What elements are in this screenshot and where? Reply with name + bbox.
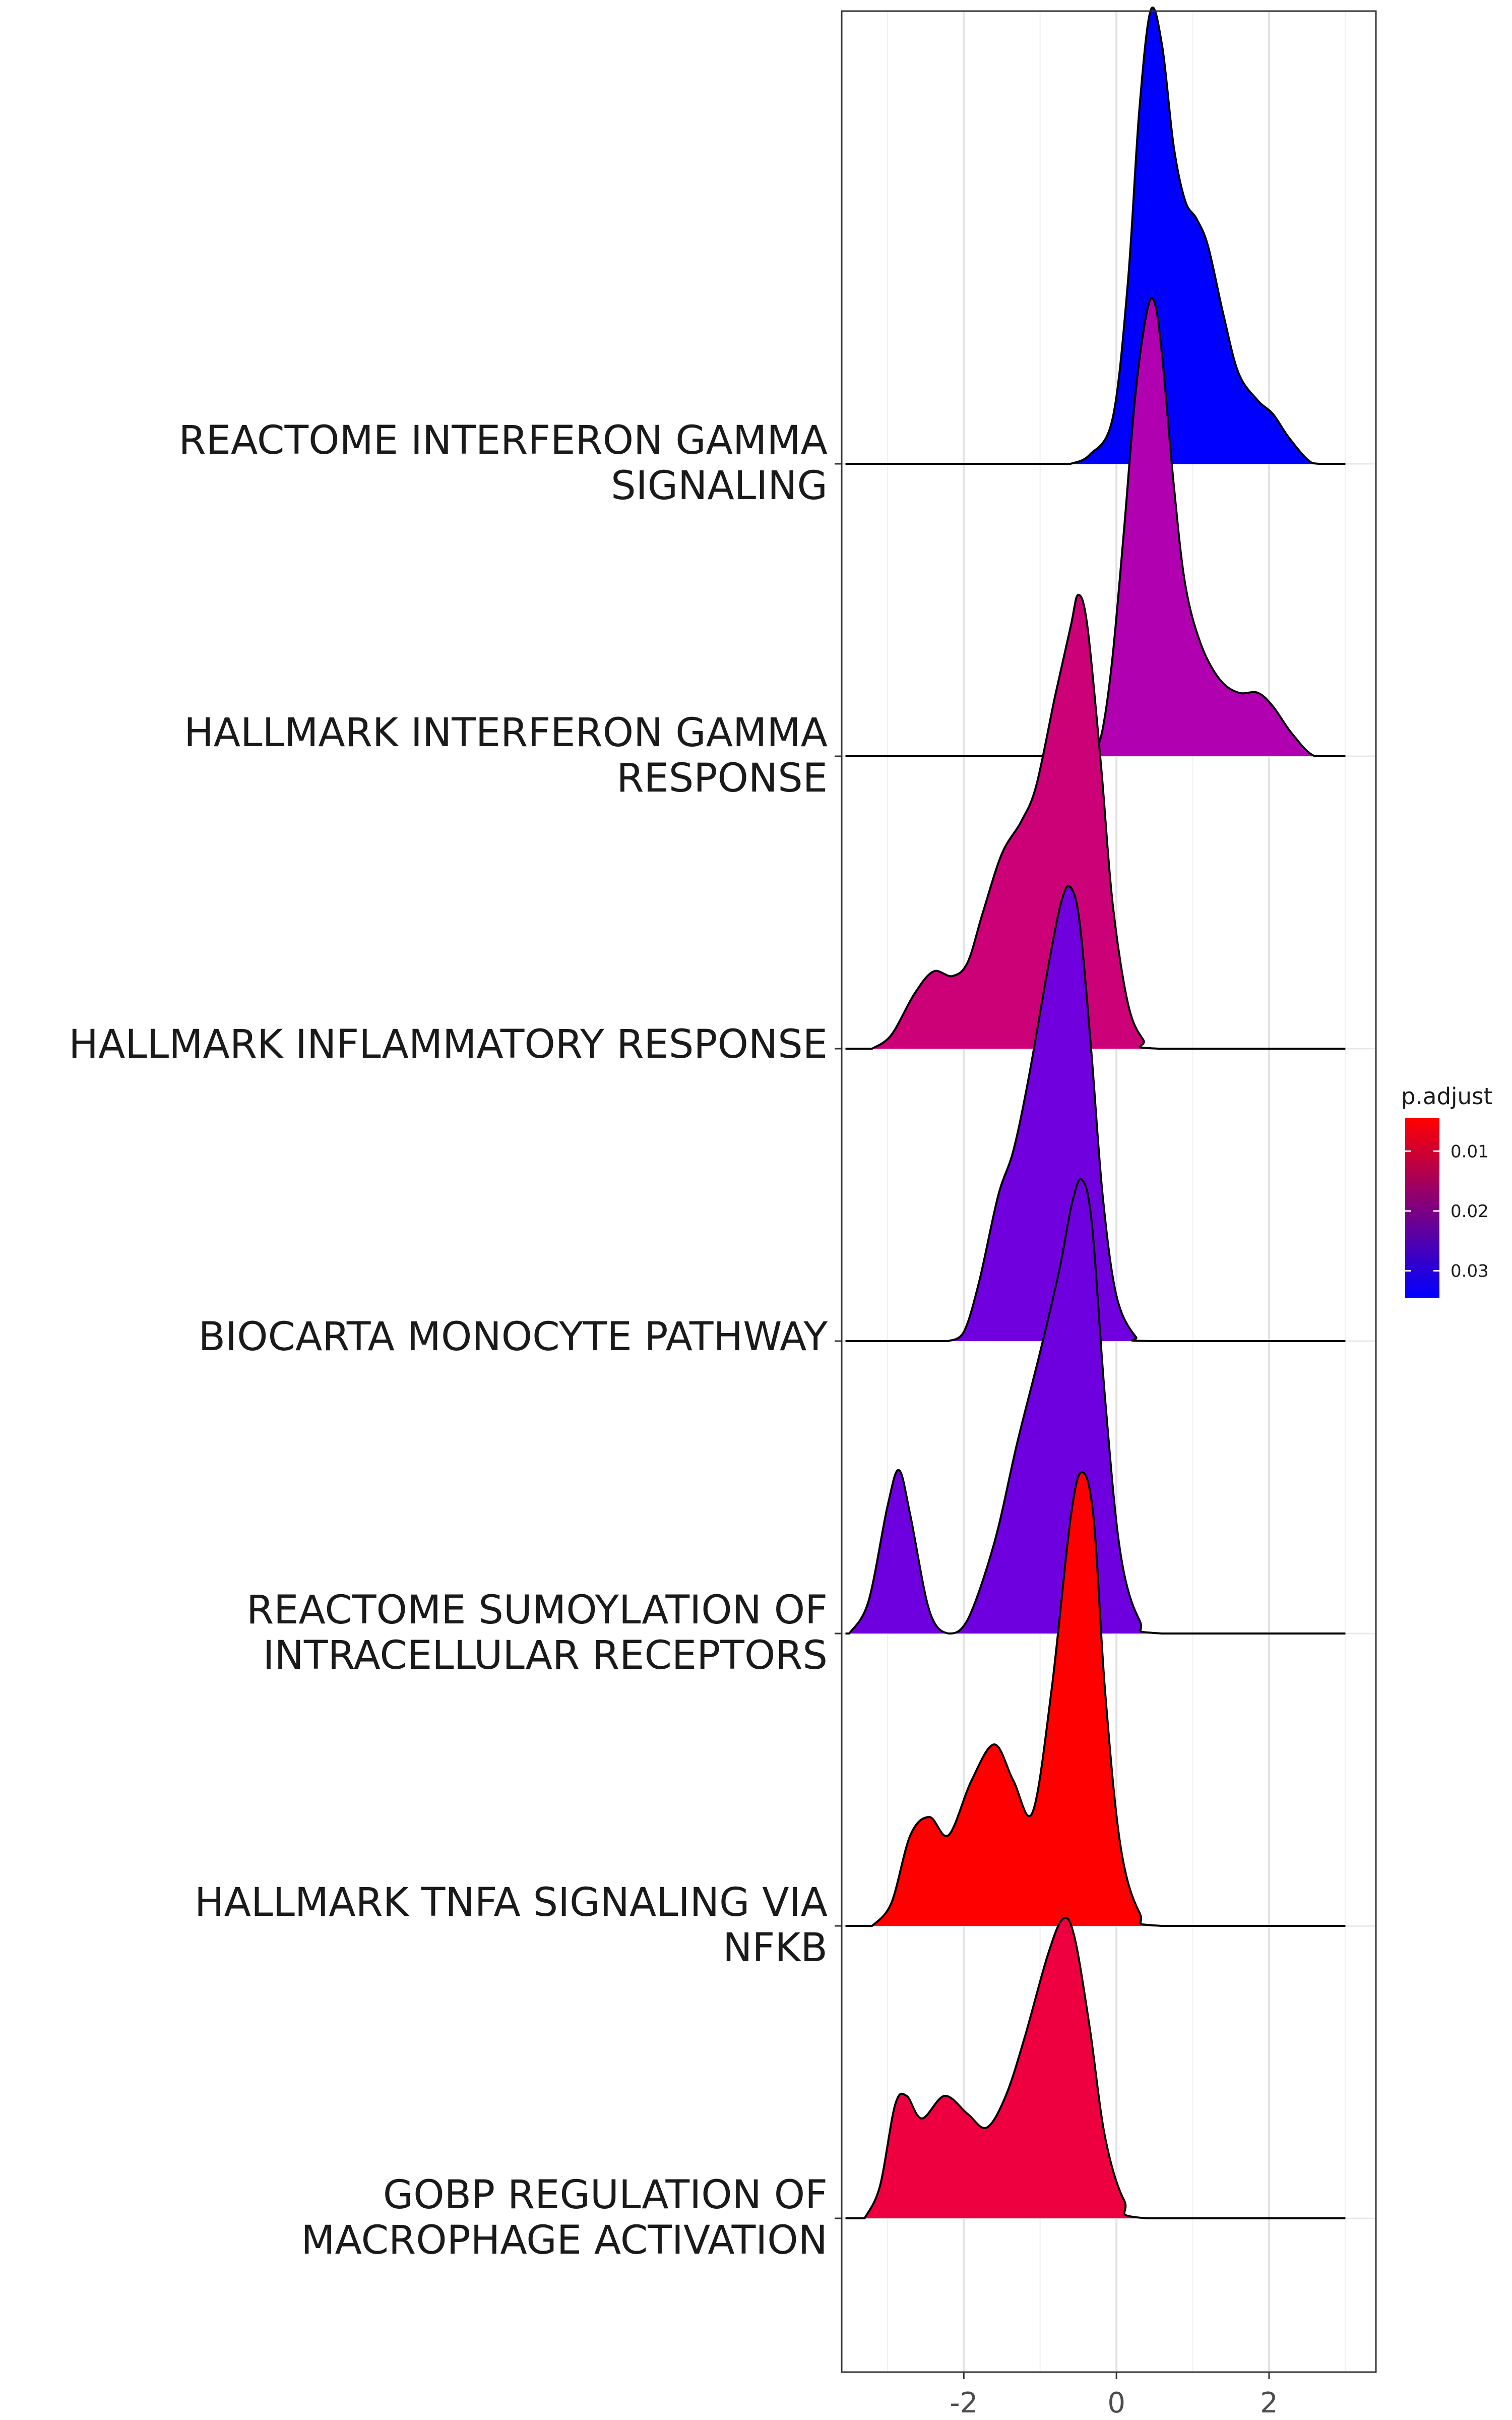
y-label: GOBP REGULATION OF: [383, 2172, 828, 2218]
plot-panel: [842, 11, 1376, 2372]
y-label: BIOCARTA MONOCYTE PATHWAY: [199, 1314, 828, 1360]
ridge-6: [845, 1471, 1346, 1927]
y-label: INTRACELLULAR RECEPTORS: [263, 1633, 828, 1678]
ridges: [845, 6, 1346, 2220]
legend-tick-label: 0.02: [1451, 1201, 1489, 1222]
y-label: RESPONSE: [616, 756, 828, 801]
legend-tick-label: 0.03: [1451, 1261, 1489, 1282]
legend-ticks: 0.01 0.02 0.03: [1405, 1141, 1489, 1282]
y-label: REACTOME INTERFERON GAMMA: [179, 418, 828, 463]
y-label: REACTOME SUMOYLATION OF: [246, 1588, 828, 1633]
x-tick-label: 0: [1107, 2387, 1125, 2419]
x-tick-label: 2: [1260, 2387, 1278, 2419]
ridge-5: [845, 1178, 1346, 1635]
y-label: SIGNALING: [611, 463, 828, 509]
y-label: HALLMARK TNFA SIGNALING VIA: [195, 1880, 828, 1925]
panel-border: [841, 10, 1377, 2373]
ridge-2: [845, 297, 1346, 757]
y-label: HALLMARK INFLAMMATORY RESPONSE: [69, 1022, 828, 1067]
y-label: NFKB: [723, 1925, 828, 1971]
ridge-7: [845, 1917, 1346, 2220]
legend: p.adjust 0.01 0.02 0.03: [1401, 1083, 1492, 1298]
x-axis: -2 0 2: [950, 2372, 1278, 2419]
y-label: MACROPHAGE ACTIVATION: [301, 2218, 828, 2263]
legend-colorbar: [1405, 1118, 1439, 1298]
ridge-3: [845, 594, 1346, 1050]
x-tick-label: -2: [950, 2387, 978, 2419]
y-label: HALLMARK INTERFERON GAMMA: [184, 710, 828, 756]
ridge-1: [845, 6, 1346, 465]
legend-tick-label: 0.01: [1451, 1141, 1489, 1162]
ridge-4: [845, 885, 1346, 1343]
legend-title: p.adjust: [1401, 1083, 1492, 1110]
